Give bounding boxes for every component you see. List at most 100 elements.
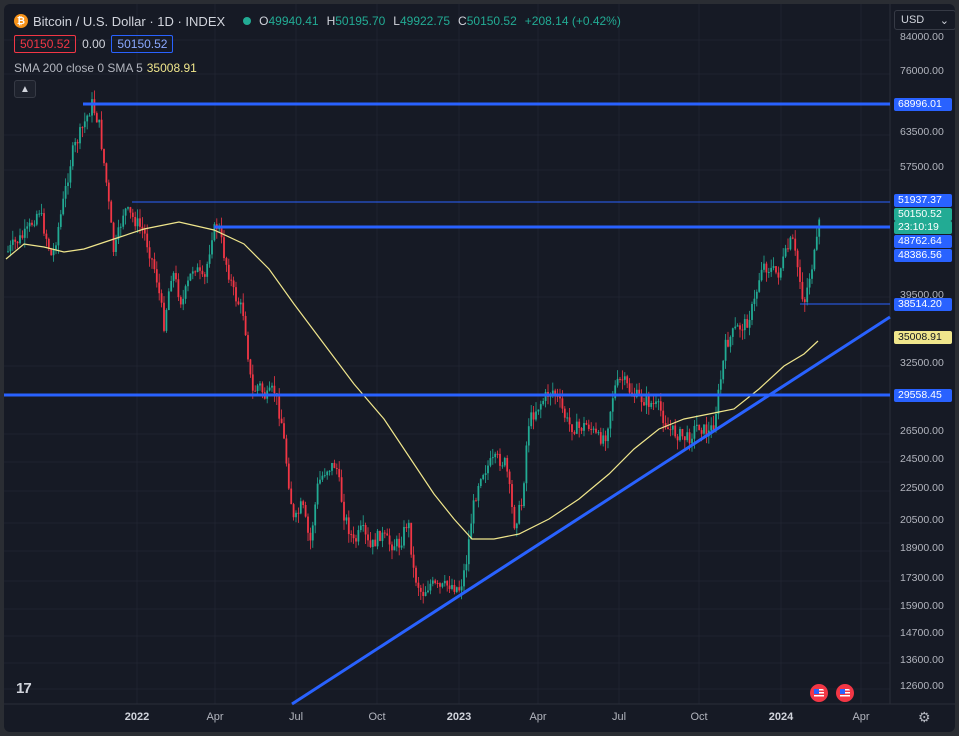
candle-body bbox=[71, 145, 74, 167]
candle-body bbox=[33, 224, 36, 226]
candle-body bbox=[362, 525, 365, 527]
candle-body bbox=[650, 403, 653, 407]
symbol-header: ₿ Bitcoin / U.S. Dollar · 1D · INDEX O49… bbox=[14, 12, 621, 30]
candle-body bbox=[331, 462, 333, 471]
candle-body bbox=[674, 425, 677, 437]
candle-body bbox=[772, 266, 775, 268]
trade-panel: 50150.52 0.00 50150.52 bbox=[14, 35, 174, 53]
candle-body bbox=[741, 329, 744, 331]
candle-body bbox=[633, 396, 636, 398]
candle-body bbox=[686, 432, 689, 441]
candle-body bbox=[796, 250, 799, 268]
candle-body bbox=[350, 534, 353, 536]
price-label-51937: 51937.37 bbox=[894, 194, 952, 207]
candle-body bbox=[335, 467, 338, 469]
candle-body bbox=[259, 383, 261, 386]
candle-body bbox=[391, 544, 393, 551]
time-tick: Apr bbox=[529, 711, 547, 723]
sell-button[interactable]: 50150.52 bbox=[14, 35, 77, 53]
candle-body bbox=[280, 418, 283, 424]
time-tick: Oct bbox=[368, 711, 386, 723]
candle-body bbox=[784, 248, 787, 257]
chevron-down-icon: ⌄ bbox=[939, 14, 949, 27]
candle-body bbox=[141, 226, 144, 230]
candle-body bbox=[170, 280, 173, 292]
candle-body bbox=[105, 163, 108, 183]
candle-body bbox=[388, 535, 391, 545]
candle-body bbox=[667, 427, 669, 430]
price-change: +208.14 (+0.42%) bbox=[524, 14, 621, 28]
candle-body bbox=[364, 525, 367, 535]
chevron-up-icon[interactable]: ▲ bbox=[14, 80, 36, 98]
candle-body bbox=[645, 395, 648, 406]
candle-body bbox=[26, 226, 29, 229]
candle-body bbox=[223, 237, 225, 259]
candle-body bbox=[67, 182, 69, 186]
indicator-legend[interactable]: SMA 200 close 0 SMA 5 35008.91 bbox=[14, 61, 197, 75]
candle-body bbox=[155, 269, 158, 283]
candle-body bbox=[583, 423, 585, 431]
us-flag-icon[interactable] bbox=[810, 684, 828, 702]
candle-body bbox=[261, 383, 264, 393]
candle-body bbox=[640, 394, 643, 403]
candle-body bbox=[103, 149, 105, 164]
gear-icon[interactable]: ⚙ bbox=[918, 709, 931, 725]
candle-body bbox=[803, 299, 806, 303]
candle-body bbox=[304, 505, 307, 517]
candle-body bbox=[321, 475, 324, 480]
symbol-title[interactable]: Bitcoin / U.S. Dollar · 1D · INDEX bbox=[33, 13, 226, 29]
candle-body bbox=[424, 592, 427, 597]
candle-body bbox=[657, 401, 660, 403]
candle-body bbox=[763, 263, 765, 270]
candle-body bbox=[455, 587, 458, 592]
candle-body bbox=[107, 182, 110, 202]
ohlc-open: O49940.41 bbox=[259, 14, 318, 28]
candle-body bbox=[328, 470, 331, 472]
candle-body bbox=[143, 229, 146, 234]
candle-body bbox=[595, 428, 597, 433]
candle-body bbox=[93, 99, 96, 114]
candle-body bbox=[62, 198, 65, 215]
candle-body bbox=[23, 228, 26, 238]
candle-body bbox=[38, 213, 41, 215]
candle-body bbox=[441, 583, 444, 587]
candle-body bbox=[439, 583, 441, 587]
candle-body bbox=[119, 226, 122, 228]
candle-body bbox=[287, 463, 290, 489]
candle-body bbox=[491, 457, 494, 459]
candle-body bbox=[153, 259, 156, 270]
candle-body bbox=[494, 453, 497, 458]
candle-body bbox=[700, 430, 703, 434]
tradingview-logo[interactable]: 17 bbox=[16, 680, 32, 697]
buy-button[interactable]: 50150.52 bbox=[111, 35, 174, 53]
candle-body bbox=[302, 501, 305, 506]
candle-body bbox=[623, 376, 626, 380]
candle-body bbox=[616, 378, 619, 386]
ohlc-high: H50195.70 bbox=[327, 14, 386, 28]
candle-body bbox=[35, 213, 38, 225]
candle-body bbox=[753, 298, 756, 305]
candle-body bbox=[338, 468, 341, 478]
candle-body bbox=[496, 453, 499, 455]
candle-body bbox=[715, 414, 717, 431]
candle-body bbox=[249, 359, 252, 375]
currency-select[interactable]: USD ⌄ bbox=[894, 10, 955, 30]
candle-body bbox=[578, 421, 581, 428]
price-chart[interactable] bbox=[4, 4, 955, 732]
last-price-label: 50150.52 bbox=[894, 208, 952, 221]
candle-body bbox=[482, 474, 485, 480]
candle-body bbox=[189, 273, 192, 281]
us-flag-icon[interactable] bbox=[836, 684, 854, 702]
candle-body bbox=[16, 241, 19, 244]
candle-body bbox=[213, 224, 216, 241]
candle-body bbox=[662, 410, 665, 424]
candle-body bbox=[369, 540, 372, 547]
candle-body bbox=[652, 403, 655, 405]
candle-body bbox=[134, 216, 137, 227]
candle-body bbox=[518, 504, 521, 524]
candle-body bbox=[508, 471, 511, 485]
candle-body bbox=[405, 526, 408, 529]
candle-body bbox=[614, 385, 617, 399]
candle-body bbox=[607, 428, 609, 442]
candle-body bbox=[278, 396, 281, 419]
